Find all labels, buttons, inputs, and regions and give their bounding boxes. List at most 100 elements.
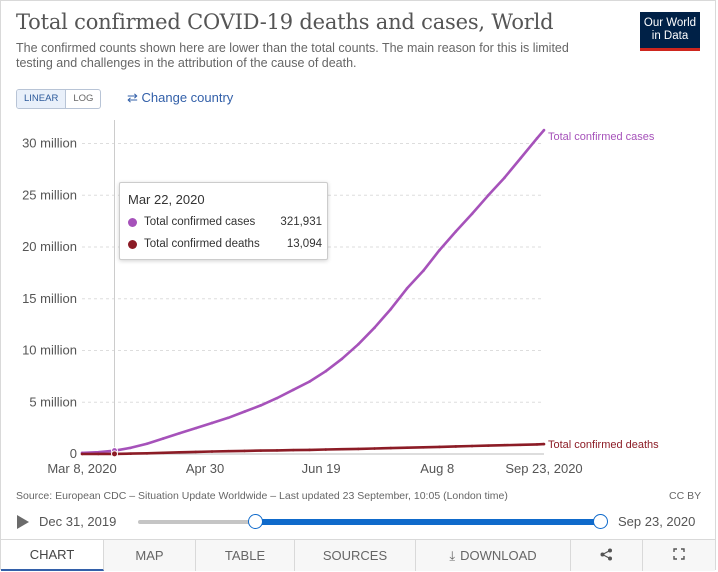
data-point	[161, 451, 165, 455]
series-line-deaths	[81, 442, 545, 456]
data-point	[194, 426, 198, 430]
share-button[interactable]	[571, 540, 643, 571]
data-point	[324, 369, 328, 373]
data-point	[96, 452, 100, 456]
data-point	[454, 230, 458, 233]
fullscreen-button[interactable]	[643, 540, 715, 571]
download-icon: ⤓	[449, 547, 456, 563]
hover-tooltip: Mar 22, 2020 Total confirmed cases 321,9…	[119, 182, 328, 260]
data-point	[178, 432, 181, 435]
y-tick-label: 15 million	[22, 291, 77, 306]
fullscreen-icon	[673, 548, 685, 563]
data-point	[210, 421, 214, 425]
y-tick-label: 10 million	[22, 343, 77, 358]
cases-dot-icon	[128, 218, 137, 227]
y-tick-label: 30 million	[22, 136, 77, 151]
tooltip-date: Mar 22, 2020	[128, 192, 205, 207]
data-point	[226, 416, 230, 420]
timeline-selected-range[interactable]	[256, 519, 601, 525]
line-chart[interactable]: 0 5 million 10 million 15 million 20 million…	[0, 110, 718, 480]
source-note[interactable]: Source: European CDC – Situation Update …	[16, 490, 508, 502]
x-tick-label: Jun 19	[302, 461, 341, 476]
y-tick-label: 0	[70, 446, 77, 461]
data-point	[259, 404, 263, 407]
data-point	[438, 445, 441, 449]
tab-table[interactable]: TABLE	[196, 540, 295, 571]
data-point	[226, 449, 230, 453]
logo-line-1: Our World	[643, 17, 697, 29]
timeline-start-handle[interactable]	[248, 514, 264, 529]
tooltip-deaths-label: Total confirmed deaths	[144, 238, 260, 250]
data-point	[356, 342, 360, 346]
series-label: Total confirmed deaths	[548, 439, 659, 451]
owid-logo[interactable]: Our World in Data	[640, 12, 700, 50]
data-point	[308, 448, 311, 452]
data-point	[210, 450, 214, 453]
linear-scale-button[interactable]: LINEAR	[17, 90, 67, 108]
series-label: Total confirmed cases	[548, 131, 655, 143]
tab-sources[interactable]: SOURCES	[295, 540, 416, 571]
log-scale-button[interactable]: LOG	[73, 93, 94, 104]
timeline-end-handle[interactable]	[593, 514, 608, 529]
data-point	[535, 443, 539, 446]
y-tick-label: 25 million	[22, 187, 77, 202]
data-point	[542, 128, 546, 132]
data-point	[373, 326, 376, 330]
change-country-button[interactable]: ⇄ Change country	[127, 90, 233, 106]
data-point	[519, 156, 523, 160]
tab-download[interactable]: ⤓ DOWNLOAD	[416, 540, 571, 571]
license-link[interactable]: CC BY	[669, 490, 702, 502]
tab-download-label: DOWNLOAD	[460, 548, 537, 563]
data-point	[503, 443, 506, 447]
data-point	[519, 443, 523, 447]
data-point	[243, 449, 246, 453]
data-point	[194, 450, 198, 454]
data-point	[405, 446, 409, 449]
data-point	[243, 410, 246, 413]
data-point	[275, 449, 279, 452]
tooltip-cases-label: Total confirmed cases	[144, 216, 256, 228]
share-icon	[600, 548, 613, 564]
tab-table-label: TABLE	[224, 548, 266, 563]
data-point	[486, 444, 490, 447]
data-point	[470, 444, 474, 448]
data-point	[389, 446, 393, 450]
data-point	[145, 452, 149, 455]
data-point	[438, 248, 441, 252]
play-icon[interactable]	[17, 515, 29, 529]
data-point	[259, 449, 263, 452]
data-point	[486, 193, 490, 197]
logo-line-2: in Data	[651, 30, 689, 42]
tooltip-row-cases: Total confirmed cases 321,931	[128, 215, 322, 231]
x-tick-label: Mar 8, 2020	[47, 461, 116, 476]
tab-chart-label: CHART	[29, 547, 75, 562]
timeline-start-label: Dec 31, 2019	[39, 514, 117, 529]
tooltip-row-deaths: Total confirmed deaths 13,094	[128, 237, 322, 253]
data-point	[503, 176, 506, 179]
scale-toggle[interactable]: LINEAR LOG	[16, 89, 102, 109]
y-tick-label: 5 million	[29, 394, 77, 409]
swap-arrows-icon: ⇄	[127, 90, 138, 105]
chart-title: Total confirmed COVID-19 deaths and case…	[16, 10, 554, 34]
data-point	[373, 447, 376, 450]
deaths-dot-icon	[128, 240, 137, 249]
data-point	[470, 212, 474, 216]
data-point	[542, 442, 546, 446]
data-point	[405, 287, 409, 290]
tab-chart[interactable]: CHART	[1, 540, 104, 571]
tab-map[interactable]: MAP	[104, 540, 196, 571]
data-point	[340, 447, 344, 451]
tooltip-deaths-value: 13,094	[286, 238, 322, 250]
series-line-cases	[81, 129, 545, 455]
data-point	[80, 452, 84, 456]
data-point	[340, 357, 344, 361]
data-point	[356, 447, 360, 451]
tab-sources-label: SOURCES	[322, 548, 388, 563]
data-point	[389, 307, 393, 311]
data-point	[454, 445, 458, 448]
data-point	[145, 442, 149, 445]
data-point	[308, 380, 311, 383]
tooltip-cases-value: 321,931	[280, 216, 322, 228]
hover-marker	[111, 450, 119, 458]
data-point	[535, 137, 539, 140]
